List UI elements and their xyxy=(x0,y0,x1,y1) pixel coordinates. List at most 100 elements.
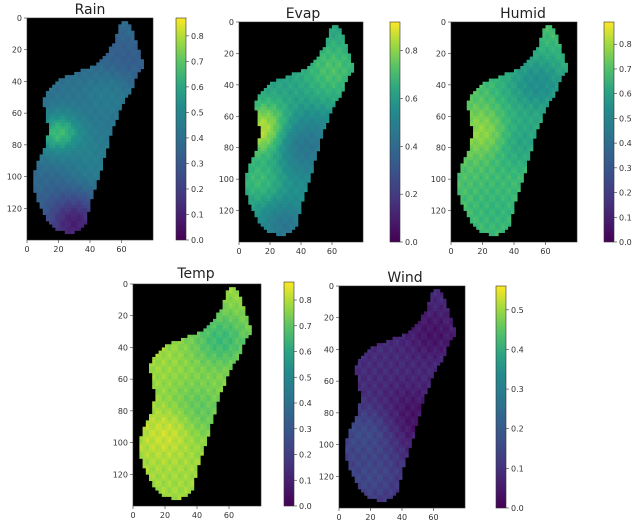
heatmap-cell xyxy=(213,391,217,396)
heatmap-cell xyxy=(80,97,85,101)
heatmap-cell xyxy=(504,216,509,221)
heatmap-cell xyxy=(90,78,94,82)
heatmap-cell xyxy=(501,182,505,186)
heatmap-cell xyxy=(476,172,480,177)
heatmap-cell xyxy=(417,336,422,341)
heatmap-cell xyxy=(58,141,63,146)
heatmap-cell xyxy=(42,148,47,152)
heatmap-cell xyxy=(52,129,56,133)
heatmap-cell xyxy=(473,169,477,174)
heatmap-cell xyxy=(193,350,198,355)
heatmap-cell xyxy=(190,455,195,459)
heatmap-cell xyxy=(155,433,159,437)
heatmap-cell xyxy=(67,144,72,149)
heatmap-cell xyxy=(77,176,81,181)
heatmap-cell xyxy=(225,369,230,374)
heatmap-cell xyxy=(209,398,214,402)
heatmap-cell xyxy=(282,163,286,167)
heatmap-cell xyxy=(341,62,345,67)
heatmap-cell xyxy=(304,75,308,79)
heatmap-cell xyxy=(168,375,172,380)
heatmap-cell xyxy=(171,423,175,428)
heatmap-cell xyxy=(203,360,207,364)
heatmap-cell xyxy=(347,59,351,64)
heatmap-cell xyxy=(526,141,531,145)
heatmap-cell xyxy=(216,315,220,320)
heatmap-cell xyxy=(49,113,53,117)
heatmap-cell xyxy=(282,144,286,149)
heatmap-cell xyxy=(514,81,518,86)
heatmap-cell xyxy=(168,464,172,469)
heatmap-cell xyxy=(209,341,214,345)
heatmap-cell xyxy=(152,439,156,443)
heatmap-cell xyxy=(118,71,122,76)
heatmap-cell xyxy=(260,94,265,98)
heatmap-cell xyxy=(301,150,305,155)
heatmap-cell xyxy=(52,163,56,168)
heatmap-cell xyxy=(520,75,524,79)
heatmap-cell xyxy=(115,100,119,105)
heatmap-cell xyxy=(282,229,286,233)
heatmap-cell xyxy=(439,320,444,325)
heatmap-cell xyxy=(307,176,311,180)
heatmap-cell xyxy=(288,210,293,215)
heatmap-cell xyxy=(420,317,425,322)
heatmap-cell xyxy=(67,100,72,105)
heatmap-cell xyxy=(90,132,94,136)
heatmap-cell xyxy=(473,207,477,211)
heatmap-cell xyxy=(52,208,56,212)
heatmap-cell xyxy=(80,198,85,203)
heatmap-cell xyxy=(55,198,59,203)
heatmap-cell xyxy=(392,339,397,344)
heatmap-cell xyxy=(260,182,265,186)
heatmap-cell xyxy=(270,229,274,233)
heatmap-cell xyxy=(485,150,490,155)
heatmap-cell xyxy=(469,97,474,101)
heatmap-cell xyxy=(466,185,471,189)
heatmap-cell xyxy=(469,188,474,193)
heatmap-cell xyxy=(39,163,44,168)
heatmap-cell xyxy=(74,227,78,231)
heatmap-cell xyxy=(452,333,456,338)
heatmap-cell xyxy=(64,103,69,108)
heatmap-cell xyxy=(545,53,550,57)
heatmap-cell xyxy=(510,188,515,193)
heatmap-cell xyxy=(161,395,166,399)
heatmap-cell xyxy=(510,185,515,189)
heatmap-cell xyxy=(498,119,502,123)
heatmap-cell xyxy=(554,56,559,61)
heatmap-cell xyxy=(71,182,75,187)
heatmap-cell xyxy=(276,122,280,127)
heatmap-cell xyxy=(501,163,505,167)
heatmap-cell xyxy=(479,182,483,186)
heatmap-cell xyxy=(310,157,314,161)
heatmap-cell xyxy=(316,110,320,114)
heatmap-cell xyxy=(514,94,518,98)
heatmap-cell xyxy=(216,391,220,396)
heatmap-cell xyxy=(177,366,182,371)
heatmap-cell xyxy=(216,369,220,374)
heatmap-cell xyxy=(285,210,289,215)
heatmap-cell xyxy=(134,40,138,44)
heatmap-cell xyxy=(325,91,330,95)
heatmap-cell xyxy=(482,207,487,211)
heatmap-cell xyxy=(99,157,103,162)
heatmap-cell xyxy=(158,360,163,364)
heatmap-cell xyxy=(190,433,195,437)
heatmap-cell xyxy=(495,220,499,224)
heatmap-cell xyxy=(319,69,324,73)
heatmap-cell xyxy=(520,88,524,92)
heatmap-cell xyxy=(64,90,69,95)
heatmap-cell xyxy=(282,84,286,89)
heatmap-cell xyxy=(328,40,333,45)
heatmap-cell xyxy=(42,208,47,212)
heatmap-cell xyxy=(322,106,327,111)
heatmap-cell xyxy=(42,170,47,174)
heatmap-cell xyxy=(216,366,220,371)
heatmap-cell xyxy=(498,97,502,101)
heatmap-cell xyxy=(498,176,502,180)
heatmap-cell xyxy=(49,122,53,127)
heatmap-cell xyxy=(297,138,302,142)
heatmap-cell xyxy=(313,94,317,98)
heatmap-cell xyxy=(520,135,524,139)
